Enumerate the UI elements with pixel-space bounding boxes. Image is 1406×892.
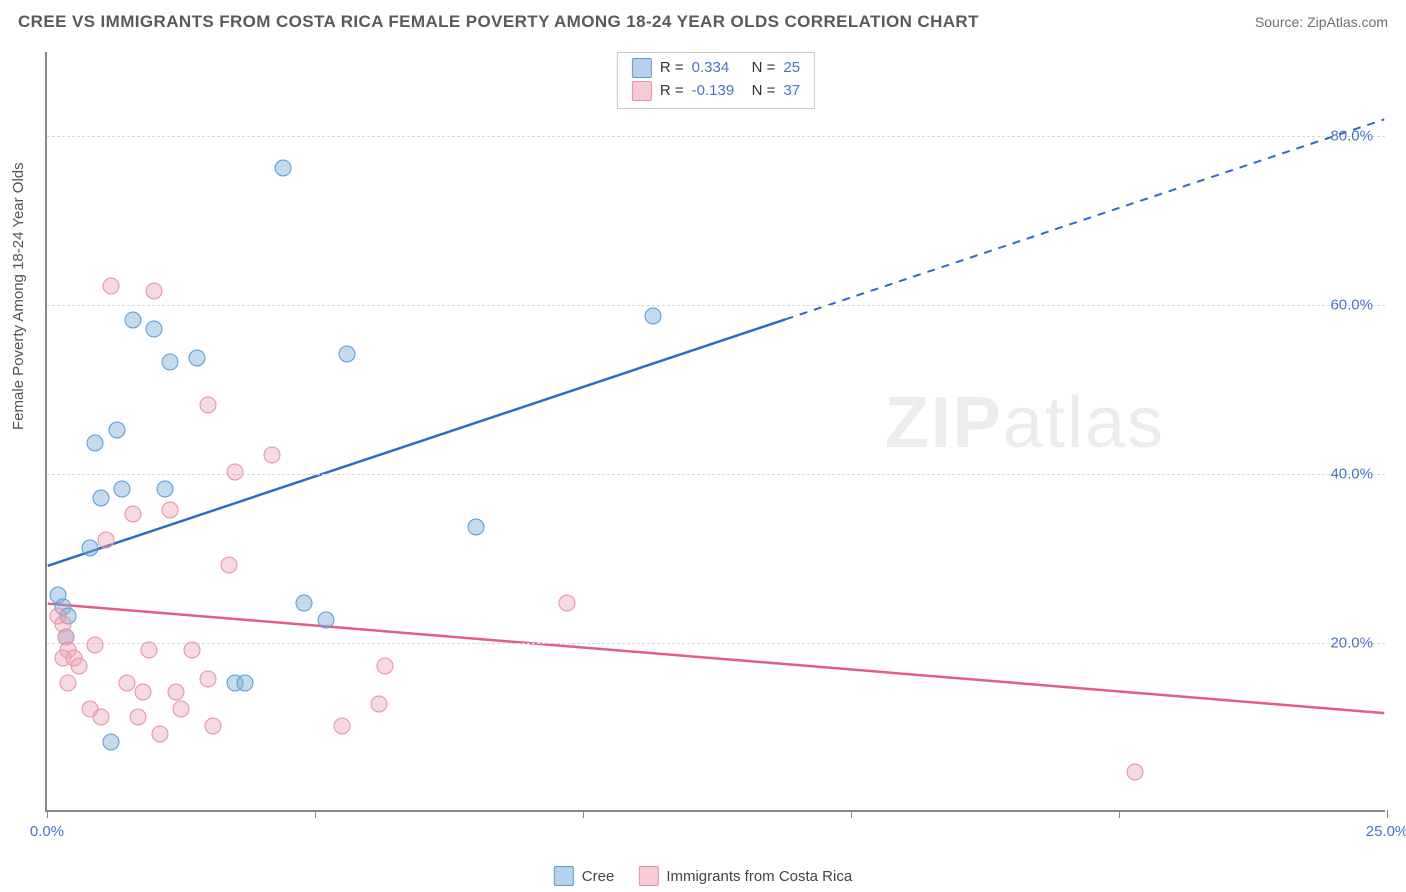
point-cree <box>296 595 313 612</box>
y-axis-label: Female Poverty Among 18-24 Year Olds <box>10 162 27 430</box>
point-immigrants <box>333 717 350 734</box>
gridline <box>47 474 1385 475</box>
swatch-blue-icon <box>632 58 652 78</box>
point-immigrants <box>103 278 120 295</box>
watermark: ZIPatlas <box>885 382 1165 464</box>
point-cree <box>644 308 661 325</box>
trend-lines-layer <box>47 52 1385 810</box>
swatch-blue-icon <box>554 866 574 886</box>
point-cree <box>87 434 104 451</box>
source-label: Source: ZipAtlas.com <box>1255 14 1388 30</box>
point-immigrants <box>140 641 157 658</box>
point-immigrants <box>558 595 575 612</box>
y-tick-label: 60.0% <box>1330 297 1373 314</box>
plot-area: ZIPatlas R = 0.334 N = 25 R = -0.139 N =… <box>45 52 1385 812</box>
point-immigrants <box>371 696 388 713</box>
point-cree <box>108 422 125 439</box>
x-tick-label: 0.0% <box>30 823 64 840</box>
point-immigrants <box>205 717 222 734</box>
legend-label: Cree <box>582 868 615 885</box>
point-cree <box>114 481 131 498</box>
legend-label: Immigrants from Costa Rica <box>666 868 852 885</box>
point-cree <box>189 350 206 367</box>
x-tick <box>583 810 584 818</box>
point-cree <box>156 481 173 498</box>
point-immigrants <box>183 641 200 658</box>
point-cree <box>274 160 291 177</box>
point-immigrants <box>124 506 141 523</box>
point-immigrants <box>60 675 77 692</box>
point-immigrants <box>135 683 152 700</box>
point-cree <box>467 519 484 536</box>
point-immigrants <box>173 700 190 717</box>
point-cree <box>103 734 120 751</box>
x-tick <box>1119 810 1120 818</box>
gridline <box>47 643 1385 644</box>
point-cree <box>162 354 179 371</box>
point-immigrants <box>226 464 243 481</box>
point-immigrants <box>71 658 88 675</box>
point-immigrants <box>167 683 184 700</box>
swatch-pink-icon <box>638 866 658 886</box>
trend-line <box>48 319 786 565</box>
point-immigrants <box>146 282 163 299</box>
point-immigrants <box>1127 764 1144 781</box>
point-cree <box>92 489 109 506</box>
trend-line <box>48 604 1384 713</box>
point-cree <box>146 320 163 337</box>
point-immigrants <box>162 502 179 519</box>
point-immigrants <box>119 675 136 692</box>
x-tick <box>47 810 48 818</box>
correlation-legend: R = 0.334 N = 25 R = -0.139 N = 37 <box>617 52 815 109</box>
chart-title: CREE VS IMMIGRANTS FROM COSTA RICA FEMAL… <box>18 12 979 32</box>
point-immigrants <box>92 709 109 726</box>
point-immigrants <box>199 671 216 688</box>
point-immigrants <box>221 557 238 574</box>
x-tick-label: 25.0% <box>1366 823 1406 840</box>
point-immigrants <box>130 709 147 726</box>
point-immigrants <box>87 637 104 654</box>
series-legend: Cree Immigrants from Costa Rica <box>554 866 852 886</box>
point-cree <box>317 612 334 629</box>
trend-line-extrapolated <box>785 119 1384 319</box>
legend-item-cree: Cree <box>554 866 615 886</box>
y-tick-label: 80.0% <box>1330 128 1373 145</box>
point-cree <box>124 312 141 329</box>
y-tick-label: 40.0% <box>1330 466 1373 483</box>
swatch-pink-icon <box>632 81 652 101</box>
y-tick-label: 20.0% <box>1330 635 1373 652</box>
point-immigrants <box>97 531 114 548</box>
point-cree <box>237 675 254 692</box>
point-immigrants <box>376 658 393 675</box>
legend-row-cree: R = 0.334 N = 25 <box>632 57 800 80</box>
point-immigrants <box>151 726 168 743</box>
x-tick <box>315 810 316 818</box>
gridline <box>47 136 1385 137</box>
point-cree <box>81 540 98 557</box>
point-immigrants <box>264 447 281 464</box>
chart-header: CREE VS IMMIGRANTS FROM COSTA RICA FEMAL… <box>18 12 1388 32</box>
legend-item-immigrants: Immigrants from Costa Rica <box>638 866 852 886</box>
legend-row-immigrants: R = -0.139 N = 37 <box>632 80 800 103</box>
x-tick <box>1387 810 1388 818</box>
x-tick <box>851 810 852 818</box>
gridline <box>47 305 1385 306</box>
point-cree <box>339 346 356 363</box>
point-immigrants <box>199 396 216 413</box>
